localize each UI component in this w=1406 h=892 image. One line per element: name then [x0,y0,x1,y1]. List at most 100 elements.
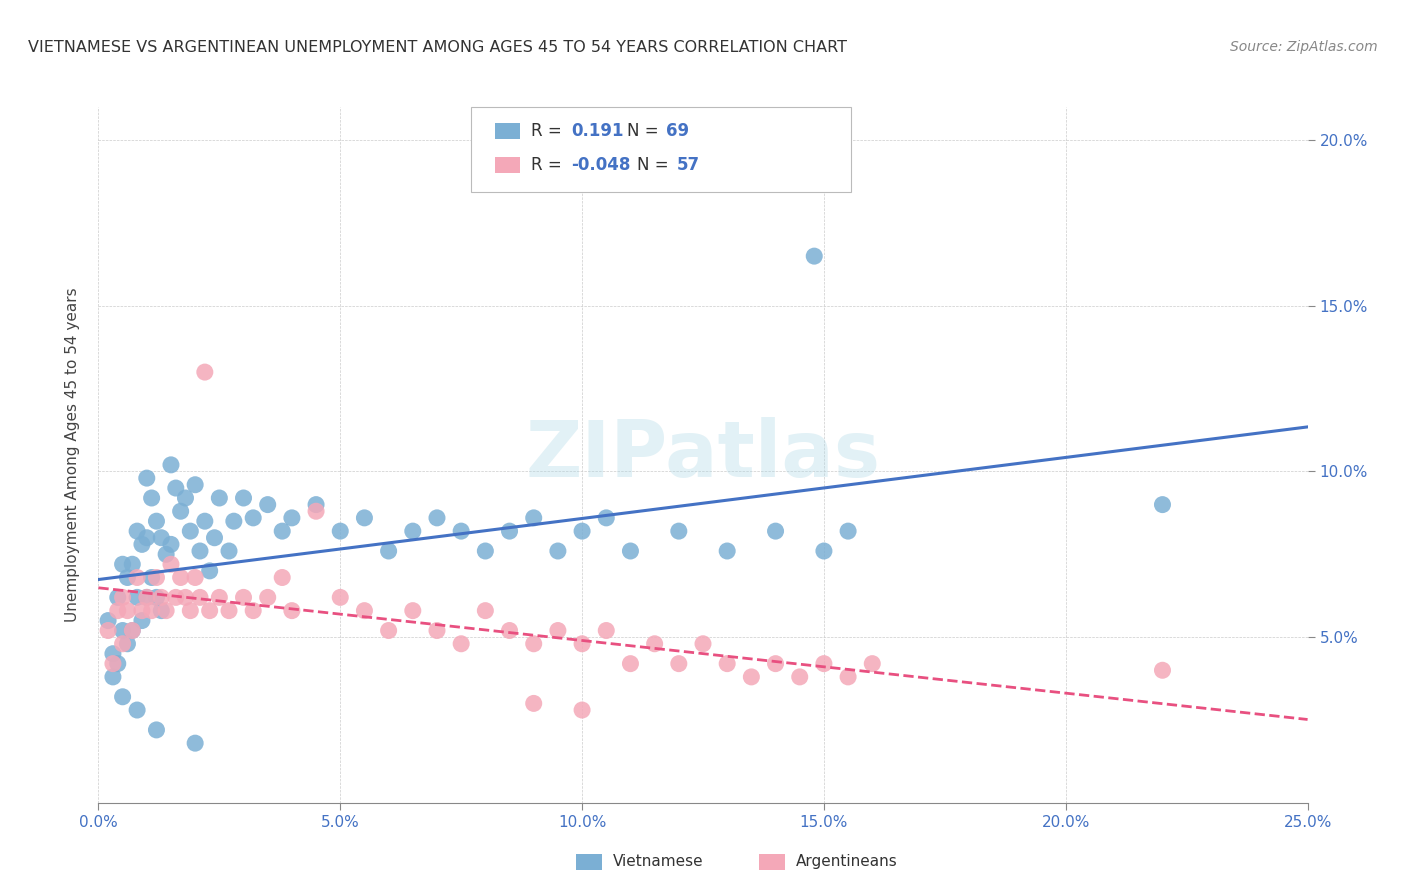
Text: -0.048: -0.048 [571,156,630,174]
Point [222,514,245,528]
Point [692,637,714,651]
Point [111,624,134,638]
Point [174,591,197,605]
Point [208,591,231,605]
Text: N =: N = [627,122,664,140]
Point [169,570,191,584]
Point [377,624,399,638]
Point [523,637,546,651]
Point [716,657,738,671]
Point [174,491,197,505]
Point [765,524,787,538]
Point [1152,498,1174,512]
Point [242,511,264,525]
Point [145,570,167,584]
Point [571,524,593,538]
Text: N =: N = [637,156,673,174]
Point [160,558,183,572]
Point [740,670,762,684]
Point [121,624,143,638]
Text: Source: ZipAtlas.com: Source: ZipAtlas.com [1230,40,1378,54]
Point [107,657,129,671]
Point [101,657,124,671]
Point [135,591,157,605]
Text: 69: 69 [666,122,689,140]
Point [141,491,163,505]
Point [450,524,472,538]
Point [145,591,167,605]
Point [150,531,173,545]
Point [194,365,217,379]
Point [155,547,177,561]
Point [474,544,496,558]
Point [353,511,375,525]
Point [160,537,183,551]
Point [160,458,183,472]
Point [256,498,278,512]
Point [813,657,835,671]
Point [619,544,641,558]
Text: 0.191: 0.191 [571,122,623,140]
Point [131,537,153,551]
Point [188,544,211,558]
Point [131,614,153,628]
Point [188,591,211,605]
Point [107,604,129,618]
Point [644,637,666,651]
Text: R =: R = [531,156,568,174]
Point [135,531,157,545]
Point [271,524,294,538]
Point [127,570,149,584]
Point [595,511,617,525]
Point [860,657,883,671]
Point [198,564,221,578]
Point [179,604,201,618]
Point [450,637,472,651]
Point [523,697,546,711]
Point [117,604,139,618]
Point [571,637,593,651]
Point [135,471,157,485]
Point [165,481,187,495]
Point [813,544,835,558]
Point [169,504,191,518]
Point [716,544,738,558]
Point [837,524,859,538]
Point [127,703,149,717]
Point [145,514,167,528]
Point [107,591,129,605]
Point [498,624,520,638]
Point [184,477,207,491]
Point [111,637,134,651]
Point [97,614,120,628]
Point [765,657,787,671]
Text: Argentineans: Argentineans [796,855,897,869]
Point [523,511,546,525]
Point [426,511,449,525]
Point [194,514,217,528]
Point [547,544,569,558]
Point [141,604,163,618]
Point [271,570,294,584]
Point [1152,663,1174,677]
Point [127,591,149,605]
Point [111,558,134,572]
Point [789,670,811,684]
Point [208,491,231,505]
Point [329,591,352,605]
Point [329,524,352,538]
Point [165,591,187,605]
Point [150,591,173,605]
Point [256,591,278,605]
Point [547,624,569,638]
Point [155,604,177,618]
Point [837,670,859,684]
Point [145,723,167,737]
Point [353,604,375,618]
Point [571,703,593,717]
Text: 57: 57 [676,156,699,174]
Point [426,624,449,638]
Point [127,524,149,538]
Point [117,637,139,651]
Point [668,657,690,671]
